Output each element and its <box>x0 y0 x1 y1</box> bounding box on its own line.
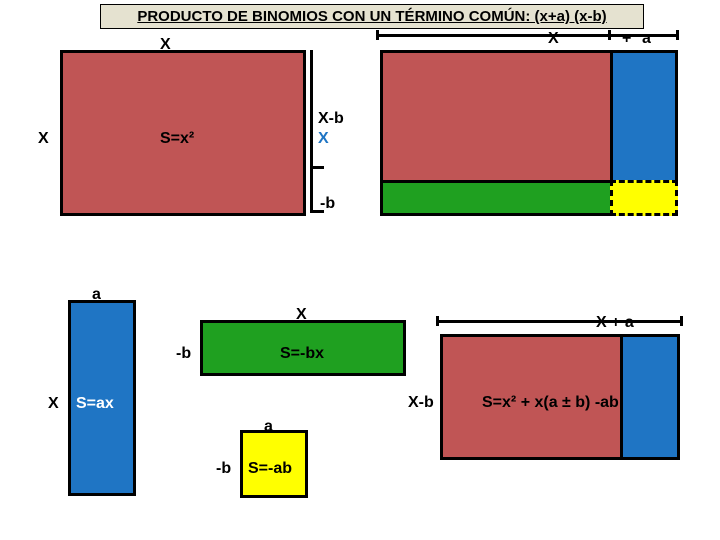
fig4-tick2 <box>680 316 683 326</box>
fig2-plus: + <box>622 30 631 48</box>
fig3-x-left: X <box>48 395 59 413</box>
fig3-Sab: S=-ab <box>248 460 292 478</box>
fig1-x-right: X <box>318 130 329 148</box>
fig2-tick2 <box>608 30 611 40</box>
fig3-x-top-g: X <box>296 306 307 324</box>
fig3-Sbx: S=-bx <box>280 345 324 363</box>
fig3-b-left-y: -b <box>216 460 231 478</box>
fig2-yellow <box>610 180 678 216</box>
fig1-x-minus-b: X-b <box>318 110 344 128</box>
fig2-green <box>380 180 616 216</box>
fig4-final-formula: S=x² + x(a ± b) -ab <box>482 394 619 412</box>
fig1-area-label: S=x² <box>160 130 194 148</box>
fig3-b-left-g: -b <box>176 345 191 363</box>
fig1-x-top: X <box>160 36 171 54</box>
fig2-red <box>380 50 616 186</box>
fig2-tick1 <box>376 30 379 40</box>
fig4-x-plus-a: X + a <box>596 314 634 332</box>
fig1-tick1 <box>310 166 324 169</box>
fig4-tick1 <box>436 316 439 326</box>
fig2-x: X <box>548 30 559 48</box>
fig1-minus-b: -b <box>320 195 335 213</box>
fig1-right-measure <box>310 50 313 210</box>
fig3-a-top: a <box>92 286 101 304</box>
fig4-top-brace <box>436 320 680 323</box>
title-bar: PRODUCTO DE BINOMIOS CON UN TÉRMINO COMÚ… <box>100 4 644 29</box>
fig2-a: a <box>642 30 651 48</box>
fig4-x-minus-b: X-b <box>408 394 434 412</box>
fig3-a-top-y: a <box>264 418 273 436</box>
fig2-blue <box>610 50 678 186</box>
fig4-blue <box>620 334 680 460</box>
fig1-x-left: X <box>38 130 49 148</box>
fig2-tick3 <box>676 30 679 40</box>
fig3-Sax: S=ax <box>76 395 114 413</box>
